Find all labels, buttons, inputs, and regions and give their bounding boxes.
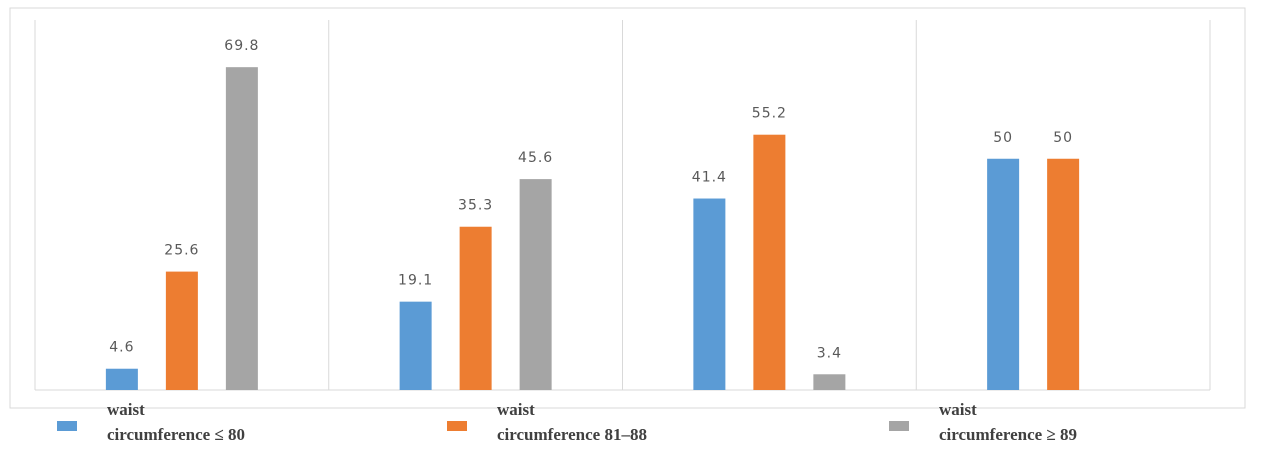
value-label: 35.3 (458, 198, 493, 214)
bar (693, 198, 726, 390)
legend-label: waist circumference ≥ 89 (939, 400, 1077, 444)
value-label: 55.2 (752, 106, 787, 122)
legend-swatch (447, 421, 467, 431)
value-label: 41.4 (692, 170, 727, 186)
bar (105, 368, 138, 390)
bar (225, 67, 258, 391)
value-label: 3.4 (817, 345, 842, 361)
value-label: 4.6 (109, 340, 134, 356)
legend-swatch (889, 421, 909, 431)
bar (459, 226, 492, 390)
bar (1047, 158, 1080, 390)
plot-frame (9, 7, 1246, 409)
bar (753, 134, 786, 390)
legend-label: waist circumference ≤ 80 (107, 400, 245, 444)
value-label: 25.6 (164, 243, 199, 259)
legend-label: waist circumference 81–88 (497, 400, 647, 444)
bar (399, 301, 432, 390)
value-label: 50 (1053, 130, 1073, 146)
value-label: 19.1 (398, 273, 433, 289)
value-label: 69.8 (224, 38, 259, 54)
value-label: 45.6 (518, 150, 553, 166)
bar (519, 179, 552, 390)
legend-swatch (57, 421, 77, 431)
bar (987, 158, 1020, 390)
value-label: 50 (993, 130, 1013, 146)
bar (813, 374, 846, 390)
bar (165, 271, 198, 390)
